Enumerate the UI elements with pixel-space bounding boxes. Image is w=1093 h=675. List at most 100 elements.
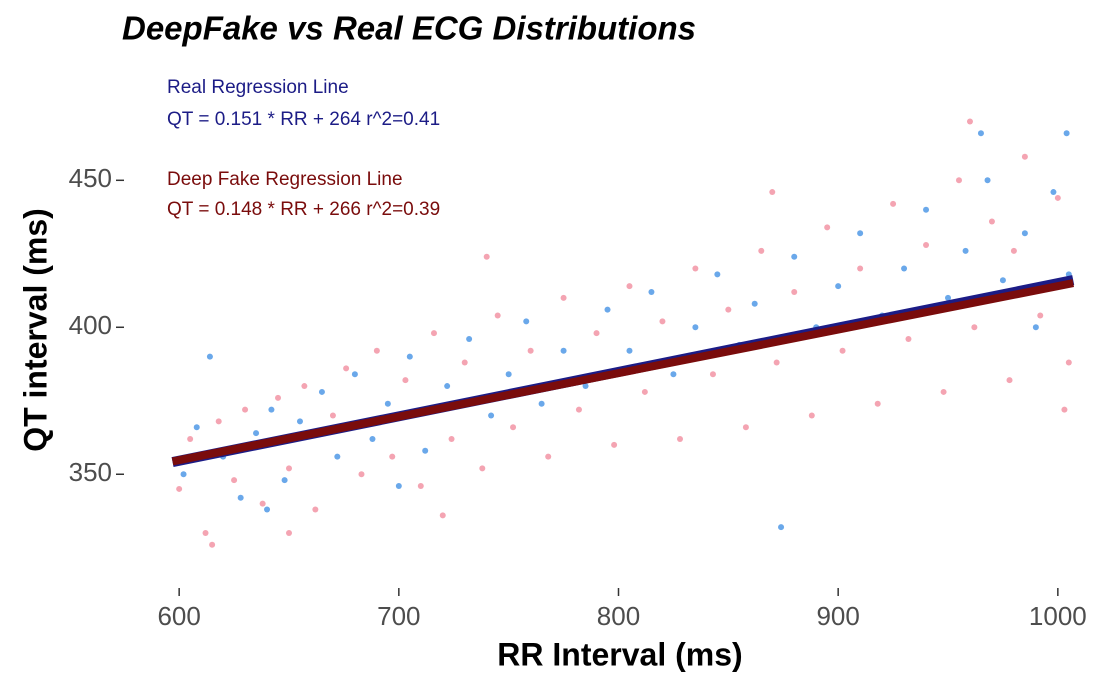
point <box>593 330 600 337</box>
point <box>1050 189 1057 196</box>
point <box>369 435 376 442</box>
x-tick-label: 900 <box>816 601 859 631</box>
point <box>626 347 633 354</box>
point <box>611 441 618 448</box>
point <box>626 283 633 290</box>
point <box>275 394 282 401</box>
point <box>940 388 947 395</box>
point <box>971 324 978 331</box>
point <box>560 347 567 354</box>
point <box>945 294 952 301</box>
point <box>417 483 424 489</box>
x-tick-label: 600 <box>157 601 200 631</box>
point <box>296 418 303 425</box>
point <box>773 359 780 366</box>
point <box>1061 406 1068 413</box>
point <box>604 306 611 313</box>
point <box>835 283 842 290</box>
point <box>231 477 238 484</box>
point <box>281 477 288 484</box>
point <box>488 412 495 419</box>
point <box>505 371 512 378</box>
point <box>176 485 183 492</box>
point <box>406 353 413 360</box>
point <box>510 424 517 431</box>
plot-area <box>171 118 1075 548</box>
annotation: Deep Fake Regression Line <box>167 169 403 190</box>
point <box>1065 359 1072 366</box>
y-tick-label: 350 <box>69 457 112 487</box>
point <box>202 530 209 537</box>
point <box>1037 312 1044 319</box>
point <box>582 383 589 390</box>
point <box>659 318 666 325</box>
point <box>395 483 402 489</box>
point <box>648 289 655 295</box>
point <box>523 318 530 325</box>
point <box>466 336 473 343</box>
point <box>962 247 969 254</box>
point <box>955 177 962 184</box>
x-tick-label: 1000 <box>1029 601 1087 631</box>
point <box>373 347 380 354</box>
point <box>206 353 213 360</box>
point <box>999 277 1006 284</box>
point <box>479 465 486 472</box>
point <box>575 406 582 413</box>
point <box>857 265 864 272</box>
y-axis-title: QT interval (ms) <box>17 208 53 452</box>
point <box>264 506 271 513</box>
y-tick-label: 400 <box>69 310 112 340</box>
point <box>329 412 336 419</box>
point <box>923 206 930 213</box>
annotation: Real Regression Line <box>167 77 349 98</box>
point <box>402 377 409 384</box>
point <box>538 400 545 407</box>
x-tick-label: 800 <box>597 601 640 631</box>
point <box>343 365 350 372</box>
point <box>808 412 815 419</box>
point <box>923 241 930 248</box>
point <box>259 500 266 507</box>
point <box>890 200 897 207</box>
point <box>769 189 776 196</box>
regression-line <box>171 279 1074 466</box>
point <box>285 465 292 472</box>
point <box>692 265 699 272</box>
point <box>545 453 552 460</box>
point <box>242 406 249 413</box>
point <box>253 430 260 437</box>
point <box>641 388 648 395</box>
point <box>874 400 881 407</box>
point <box>422 447 429 454</box>
point <box>1063 130 1070 137</box>
point <box>751 300 758 307</box>
point <box>988 218 995 225</box>
point <box>334 453 341 460</box>
point <box>791 289 798 295</box>
point <box>318 388 325 395</box>
point <box>439 512 446 519</box>
point <box>857 230 864 237</box>
point <box>670 371 677 378</box>
point <box>677 435 684 442</box>
point <box>268 406 275 413</box>
point <box>977 130 984 137</box>
point <box>1010 247 1017 254</box>
point <box>1006 377 1013 384</box>
chart-title: DeepFake vs Real ECG Distributions <box>122 10 696 47</box>
point <box>692 324 699 331</box>
point <box>209 541 216 548</box>
point <box>494 312 501 319</box>
point <box>301 383 308 390</box>
point <box>285 530 292 537</box>
point <box>461 359 468 366</box>
point <box>839 347 846 354</box>
point <box>778 524 785 531</box>
point <box>984 177 991 184</box>
point <box>901 265 908 272</box>
point <box>358 471 365 478</box>
point <box>389 453 396 460</box>
point <box>187 435 194 442</box>
